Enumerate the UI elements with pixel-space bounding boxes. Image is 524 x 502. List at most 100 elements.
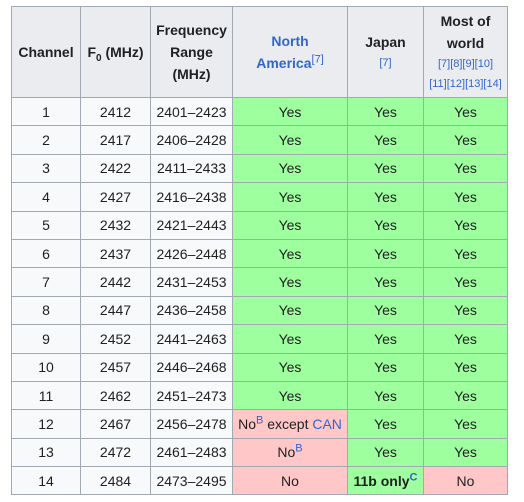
world-cell: Yes: [423, 267, 508, 297]
channel-cell: 13: [11, 437, 81, 468]
na-cell: Yes: [232, 267, 348, 297]
channel-cell: 7: [11, 267, 81, 297]
range-cell: 2473–2495: [150, 466, 233, 496]
table-row: 9 2452 2441–2463 Yes Yes Yes: [11, 324, 508, 354]
japan-cell: 11b onlyC: [347, 466, 424, 496]
f0-cell: 2432: [80, 210, 151, 240]
f0-cell: 2462: [80, 380, 151, 411]
north-america-ref-link[interactable]: [7]: [311, 53, 324, 66]
f0-cell: 2417: [80, 125, 151, 155]
japan-ref-link[interactable]: [7]: [379, 57, 392, 69]
table-row: 2 2417 2406–2428 Yes Yes Yes: [11, 125, 508, 155]
range-cell: 2421–2443: [150, 210, 233, 240]
world-cell: Yes: [423, 210, 508, 240]
f0-cell: 2427: [80, 182, 151, 212]
japan-cell: Yes: [347, 437, 424, 468]
japan-cell: Yes: [347, 238, 424, 269]
range-cell: 2411–2433: [150, 153, 233, 184]
channel-cell: 11: [11, 380, 81, 411]
north-america-link[interactable]: North America: [256, 33, 311, 71]
range-cell: 2451–2473: [150, 380, 233, 411]
world-cell: Yes: [423, 125, 508, 155]
na-no-text: No: [238, 415, 256, 432]
world-cell: Yes: [423, 96, 508, 127]
channel-cell: 12: [11, 409, 81, 439]
channel-cell: 9: [11, 324, 81, 354]
header-world-line1: Most of: [440, 13, 491, 29]
range-cell: 2431–2453: [150, 267, 233, 297]
japan-cell: Yes: [347, 153, 424, 184]
channel-cell: 4: [11, 182, 81, 212]
range-cell: 2446–2468: [150, 352, 233, 382]
f0-cell: 2484: [80, 466, 151, 496]
japan-cell: Yes: [347, 96, 424, 127]
table-row: 3 2422 2411–2433 Yes Yes Yes: [11, 153, 508, 184]
world-ref-links-1[interactable]: [7][8][9][10]: [437, 58, 494, 70]
canada-link[interactable]: CAN: [312, 415, 342, 432]
header-f0-sub: 0: [96, 52, 102, 64]
table-row: 7 2442 2431–2453 Yes Yes Yes: [11, 267, 508, 297]
world-cell: Yes: [423, 352, 508, 382]
range-cell: 2436–2458: [150, 295, 233, 326]
japan-cell: Yes: [347, 409, 424, 439]
channel-cell: 14: [11, 466, 81, 496]
na-cell: Yes: [232, 324, 348, 354]
na-cell: No: [232, 466, 348, 496]
na-cell: Yes: [232, 210, 348, 240]
channel-cell: 8: [11, 295, 81, 326]
table-row: 12 2467 2456–2478 NoB except CAN Yes Yes: [11, 409, 508, 439]
note-b-link[interactable]: B: [295, 442, 303, 455]
japan-cell: Yes: [347, 210, 424, 240]
f0-cell: 2437: [80, 238, 151, 269]
world-cell: Yes: [423, 238, 508, 269]
range-cell: 2426–2448: [150, 238, 233, 269]
japan-cell: Yes: [347, 295, 424, 326]
header-japan: Japan [7]: [347, 6, 424, 98]
na-cell: Yes: [232, 352, 348, 382]
japan-cell: Yes: [347, 324, 424, 354]
channel-cell: 5: [11, 210, 81, 240]
world-cell: Yes: [423, 437, 508, 468]
header-japan-label: Japan: [365, 34, 406, 50]
channel-cell: 10: [11, 352, 81, 382]
japan-cell: Yes: [347, 267, 424, 297]
note-c-link[interactable]: C: [409, 471, 418, 484]
f0-cell: 2442: [80, 267, 151, 297]
japan-cell: Yes: [347, 182, 424, 212]
header-channel-label: Channel: [18, 44, 74, 60]
header-frequency-line1: Frequency: [156, 22, 227, 38]
na-cell: Yes: [232, 153, 348, 184]
world-cell: Yes: [423, 153, 508, 184]
header-frequency-line3: (MHz): [172, 66, 211, 82]
range-cell: 2461–2483: [150, 437, 233, 468]
table-row: 8 2447 2436–2458 Yes Yes Yes: [11, 295, 508, 326]
header-frequency-range: Frequency Range (MHz): [150, 6, 233, 98]
japan-11b-only-text: 11b only: [353, 472, 410, 489]
range-cell: 2441–2463: [150, 324, 233, 354]
header-f0-suffix: (MHz): [101, 44, 144, 60]
channel-cell: 6: [11, 238, 81, 269]
world-cell: Yes: [423, 380, 508, 411]
note-b-link[interactable]: B: [255, 414, 264, 427]
japan-cell: Yes: [347, 380, 424, 411]
f0-cell: 2412: [80, 96, 151, 127]
range-cell: 2416–2438: [150, 182, 233, 212]
f0-cell: 2452: [80, 324, 151, 354]
header-channel: Channel: [11, 6, 81, 98]
f0-cell: 2457: [80, 352, 151, 382]
world-ref-links-2[interactable]: [11][12][13][14]: [429, 78, 502, 90]
channel-cell: 1: [11, 96, 81, 127]
world-cell: Yes: [423, 324, 508, 354]
na-except-text: except: [263, 415, 313, 432]
channel-cell: 2: [11, 125, 81, 155]
world-cell: Yes: [423, 295, 508, 326]
na-cell: Yes: [232, 238, 348, 269]
header-north-america: North America[7]: [232, 6, 348, 98]
wifi-channels-table: Channel F0 (MHz) Frequency Range (MHz) N…: [11, 6, 508, 496]
na-cell: Yes: [232, 295, 348, 326]
f0-cell: 2447: [80, 295, 151, 326]
table-header-row: Channel F0 (MHz) Frequency Range (MHz) N…: [11, 6, 508, 98]
channel-cell: 3: [11, 153, 81, 184]
header-most-of-world: Most of world [7][8][9][10] [11][12][13]…: [423, 6, 508, 98]
